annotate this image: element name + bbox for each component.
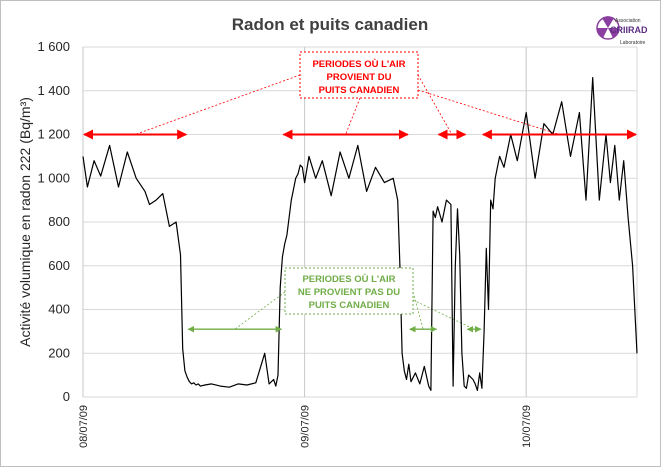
y-tick-label: 1 000 <box>37 170 70 185</box>
red-leader-line <box>134 74 301 135</box>
red-annotation-line-1: PERIODES OÙ L'AIR <box>312 58 405 70</box>
y-axis-label: Activité volumique en radon 222 (Bq/m³) <box>17 97 33 347</box>
green-leader-line <box>412 291 424 330</box>
y-tick-label: 1 200 <box>37 127 70 142</box>
annotation-arrows <box>83 129 637 333</box>
green-annotation-line-3: PUITS CANADIEN <box>309 300 390 311</box>
criirad-logo: Association CRIIRAD Laboratoire <box>596 16 648 46</box>
red-annotation-box: PERIODES OÙ L'AIR PROVIENT DU PUITS CANA… <box>299 51 419 99</box>
series-layer <box>82 77 638 391</box>
y-tick-label: 200 <box>48 345 70 360</box>
green-leader-line <box>412 299 475 330</box>
annotation-lines <box>134 74 560 330</box>
radiation-icon <box>596 16 620 38</box>
red-annotation-line-2: PROVIENT DU <box>327 72 392 83</box>
radon-series-line <box>82 77 638 391</box>
x-axis-ticks: 08/07/09 09/07/09 10/07/09 <box>78 405 533 448</box>
y-tick-label: 800 <box>48 214 70 229</box>
y-axis-ticks: 0 200 400 600 800 1 000 1 200 1 400 1 600 <box>37 39 70 404</box>
chart-title: Radon et puits canadien <box>232 15 428 34</box>
x-tick-label: 08/07/09 <box>78 405 90 448</box>
x-tick-label: 09/07/09 <box>300 405 312 448</box>
logo-line-1: Association <box>615 18 641 24</box>
y-tick-label: 400 <box>48 302 70 317</box>
y-tick-label: 600 <box>48 258 70 273</box>
x-tick-label: 10/07/09 <box>521 405 533 448</box>
green-leader-line <box>234 291 286 330</box>
red-leader-line <box>345 97 361 135</box>
green-annotation-line-2: NE PROVIENT PAS DU <box>298 287 400 298</box>
green-annotation-box: PERIODES OÙ L'AIR NE PROVIENT PAS DU PUI… <box>284 267 414 315</box>
green-annotation-line-1: PERIODES OÙ L'AIR <box>302 273 395 285</box>
y-tick-label: 0 <box>63 389 70 404</box>
y-tick-label: 1 400 <box>37 83 70 98</box>
red-annotation-line-3: PUITS CANADIEN <box>319 85 400 96</box>
red-leader-line <box>417 89 560 135</box>
green-annotation-bg <box>284 267 414 315</box>
gridlines <box>82 46 638 398</box>
y-tick-label: 1 600 <box>37 39 70 54</box>
red-leader-line <box>417 74 453 135</box>
red-annotation-bg <box>299 51 419 99</box>
logo-line-3: Laboratoire <box>620 40 646 46</box>
logo-line-2: CRIIRAD <box>610 25 648 35</box>
